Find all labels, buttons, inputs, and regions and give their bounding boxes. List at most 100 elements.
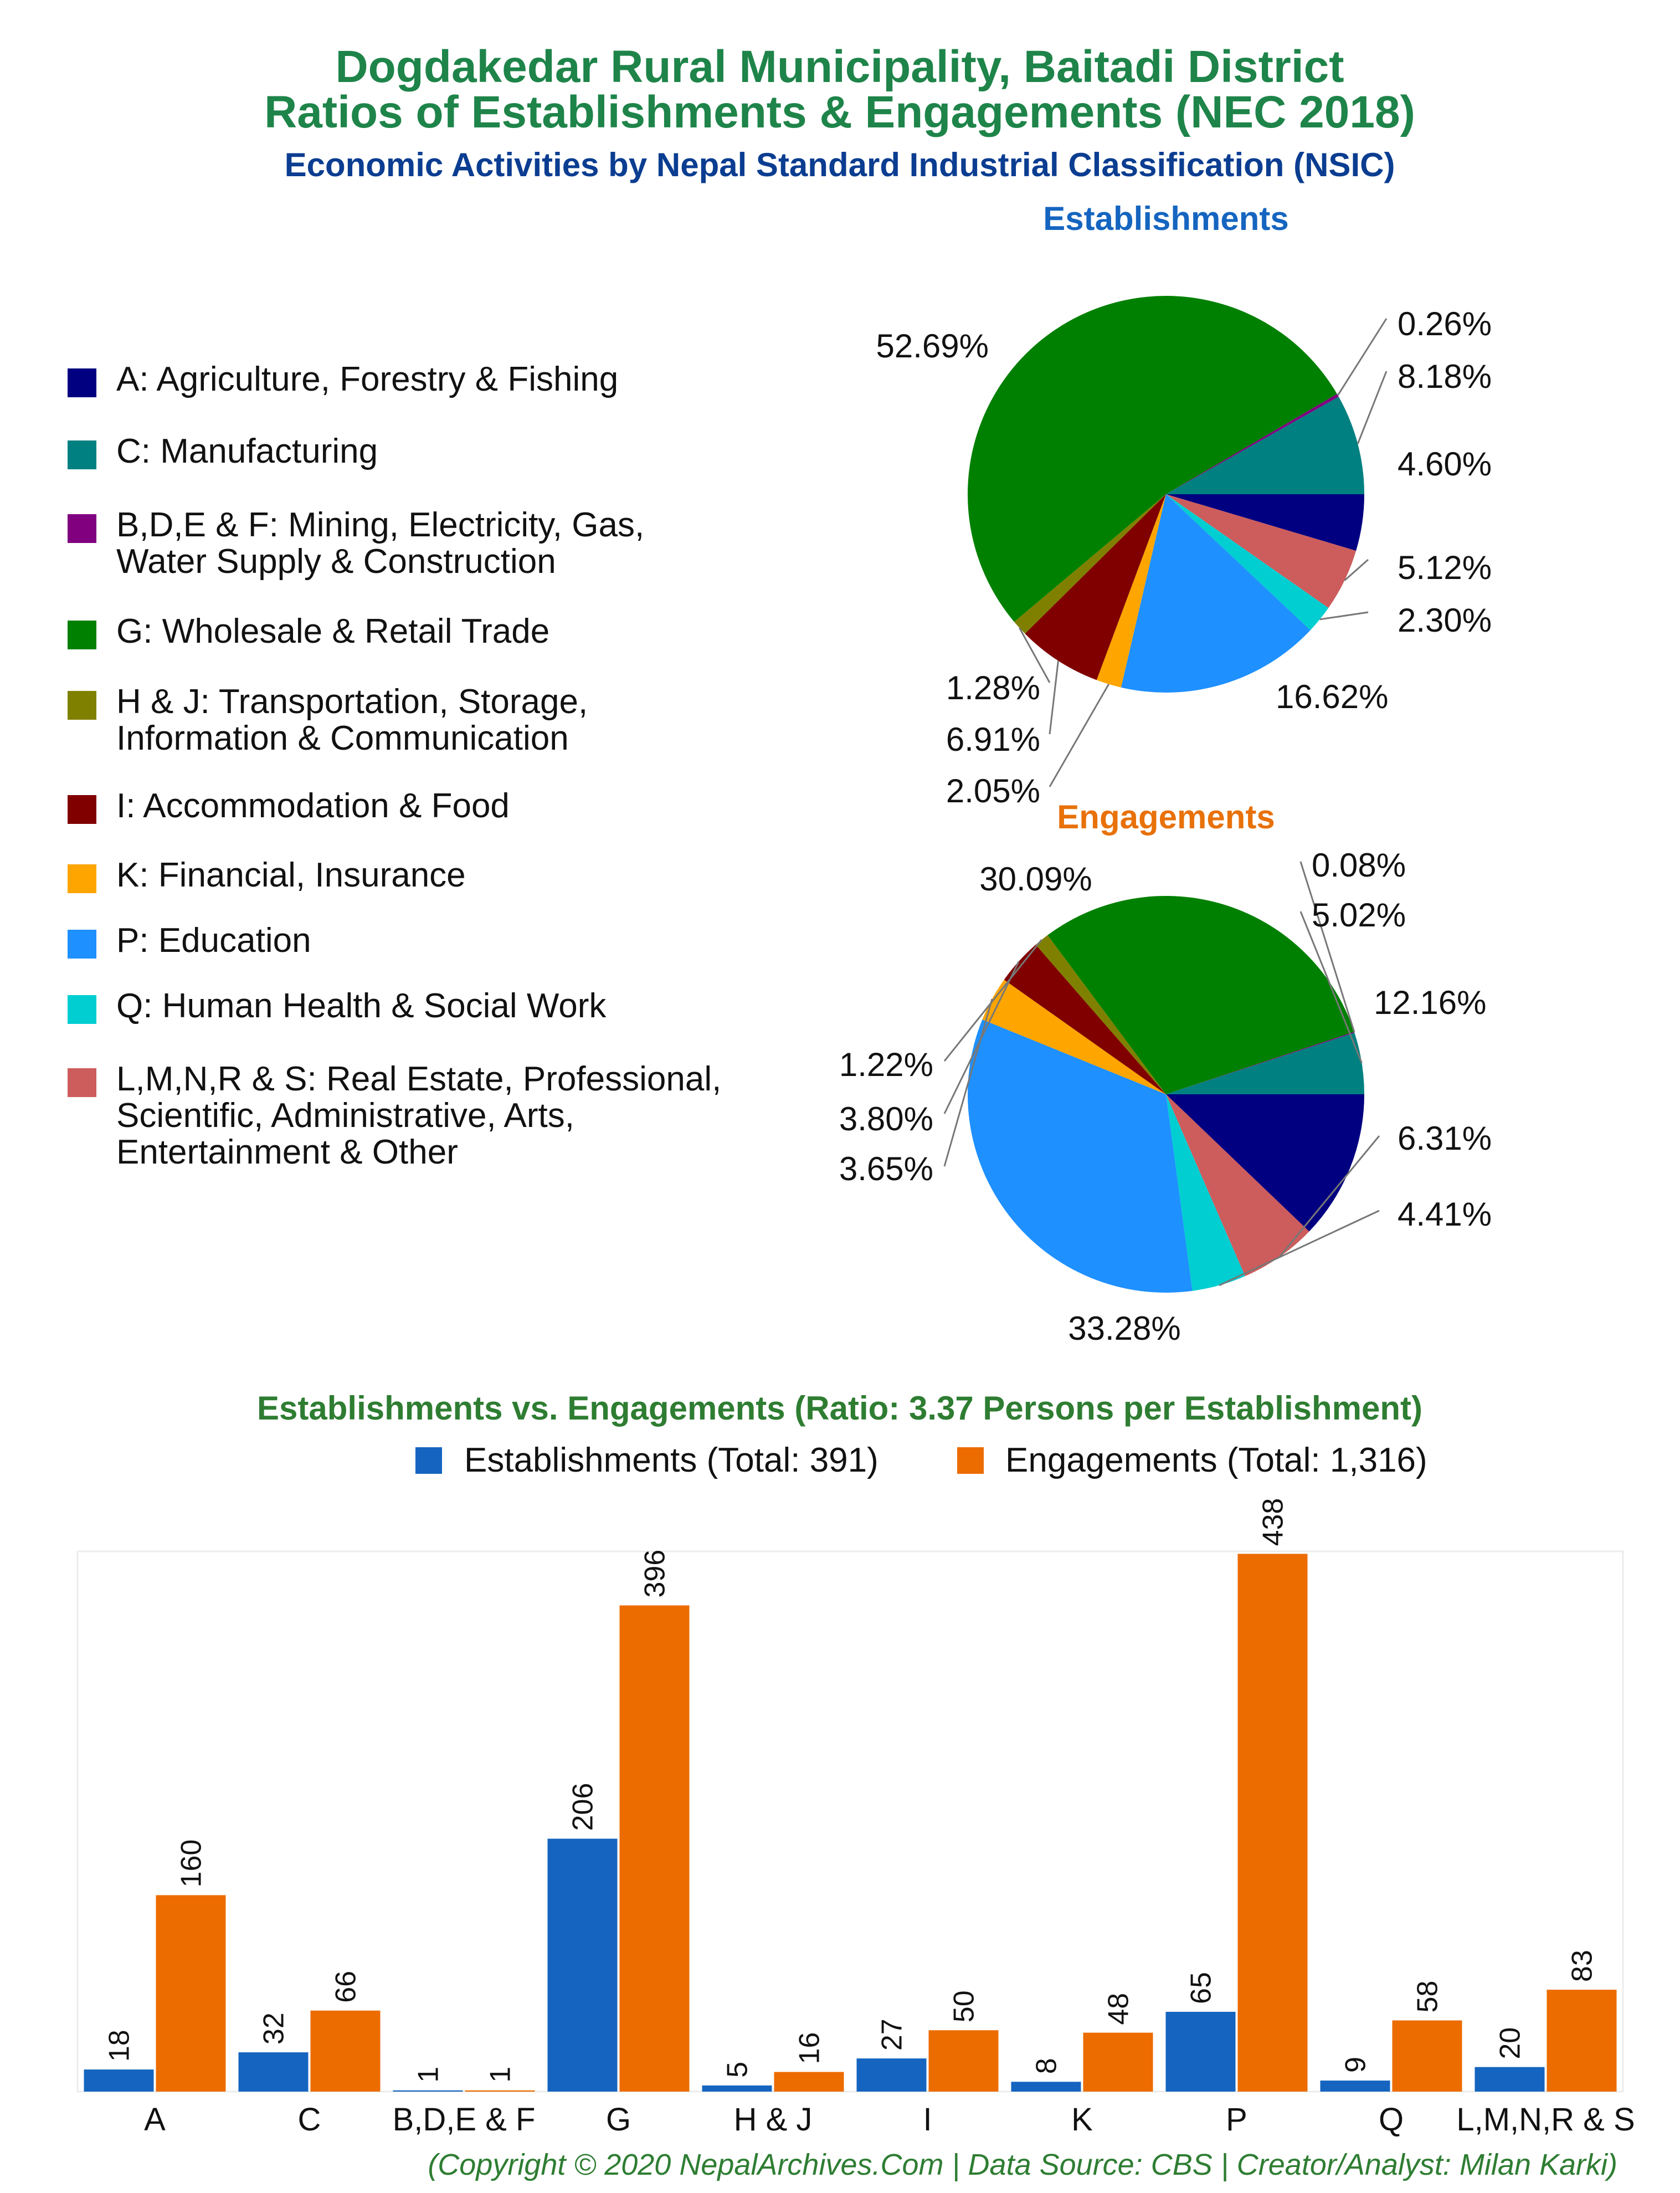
bar-value-label: 5 <box>722 2062 754 2078</box>
pie-slice <box>1166 494 1329 631</box>
legend-label: H & J: Transportation, Storage, Informati… <box>116 683 588 757</box>
legend-swatch <box>68 930 96 959</box>
pie-slice-label: 16.62% <box>1276 678 1389 715</box>
pie-leader-line <box>1049 684 1109 787</box>
legend-swatch <box>68 368 96 397</box>
x-tick-label: H & J <box>734 2102 813 2138</box>
bar-legend-swatch-engagements <box>957 1447 984 1474</box>
bar-value-label: 1 <box>485 2067 517 2083</box>
pie-leader-line <box>943 939 1042 1062</box>
pie-leader-line <box>1299 911 1363 1064</box>
bar-value-label: 66 <box>330 1971 362 2003</box>
x-tick-label: I <box>923 2102 932 2138</box>
bar-engagements <box>1237 1554 1308 2092</box>
bar-value-label: 48 <box>1103 1993 1135 2025</box>
legend-label: K: Financial, Insurance <box>116 856 466 894</box>
pie-slice-label: 5.02% <box>1312 896 1406 934</box>
x-tick-label: P <box>1226 2102 1247 2138</box>
pie-slice <box>1166 397 1364 494</box>
bar-establishments <box>856 2058 927 2092</box>
bar-value-label: 9 <box>1340 2057 1372 2073</box>
pie-establishments: 4.60% 5.12% 2.30% 16.62% 2.05% 6.91% 1.28% 52.6… <box>876 296 1492 809</box>
legend-swatch <box>68 440 96 469</box>
bar-engagements <box>465 2090 535 2092</box>
pie-slice <box>1166 494 1364 551</box>
pie-leader-line <box>1299 861 1355 1033</box>
bar-engagements <box>1392 2020 1462 2092</box>
bar-value-label: 8 <box>1031 2058 1063 2074</box>
pie-leader-line <box>1219 1210 1380 1287</box>
bar-legend-label-establishments: Establishments (Total: 391) <box>464 1441 878 1479</box>
x-tick-label: L,M,N,R & S <box>1456 2102 1635 2138</box>
pie-leader-line <box>1049 660 1059 735</box>
pie-slice <box>1014 494 1166 634</box>
bar-legend-swatch-establishments <box>415 1447 442 1474</box>
pie-slice <box>1096 494 1166 688</box>
chart-subtitle: Economic Activities by Nepal Standard In… <box>285 146 1395 183</box>
pie-slice <box>968 296 1337 622</box>
pie-slice-label: 8.18% <box>1398 358 1492 395</box>
pie-slice-label: 4.60% <box>1398 445 1492 483</box>
pie-slice <box>1047 895 1354 1094</box>
bar-value-label: 18 <box>104 2030 136 2062</box>
legend-swatch <box>68 1068 96 1097</box>
bar-value-label: 1 <box>413 2067 445 2083</box>
bar-value-label: 438 <box>1257 1498 1289 1546</box>
bar-engagements <box>928 2030 999 2092</box>
x-tick-label: K <box>1071 2102 1093 2138</box>
bar-value-label: 396 <box>639 1550 671 1598</box>
legend-label: G: Wholesale & Retail Trade <box>116 612 549 650</box>
x-tick-label: B,D,E & F <box>393 2102 536 2138</box>
pie-slice-label: 1.28% <box>946 669 1040 706</box>
legend-swatch <box>68 795 96 824</box>
pie-slice <box>1166 1032 1364 1094</box>
pie-slice <box>1166 1094 1364 1232</box>
legend-label: P: Education <box>116 921 311 960</box>
bar-legend: Establishments (Total: 391) Engagements … <box>415 1441 1427 1479</box>
pie-engagements: 12.16% 6.31% 4.41% 33.28% 3.65% 3.80% 1.22% 30.… <box>839 847 1492 1347</box>
pie-slice-label: 30.09% <box>979 860 1092 898</box>
pie-slice-label: 6.31% <box>1398 1120 1492 1157</box>
pie-slice-label: 2.30% <box>1398 602 1492 639</box>
pie-leader-line <box>1319 611 1369 621</box>
pie-establishments-title: Establishments <box>1043 200 1288 237</box>
bar-engagements <box>774 2072 844 2092</box>
bar-value-label: 32 <box>258 2012 290 2045</box>
pie-leader-line <box>943 961 1020 1114</box>
pie-slice-label: 0.26% <box>1398 305 1492 342</box>
legend-label: I: Accommodation & Food <box>116 787 510 825</box>
pie-slice-label: 2.05% <box>946 772 1040 809</box>
chart-title-line1: Dogdakedar Rural Municipality, Baitadi D… <box>335 42 1344 92</box>
pie-slice-label: 5.12% <box>1398 549 1492 586</box>
bar-value-label: 16 <box>794 2032 826 2064</box>
pie-slice <box>1166 494 1357 608</box>
pie-leader-line <box>1357 371 1388 444</box>
bar-chart-title: Establishments vs. Engagements (Ratio: 3… <box>257 1390 1422 1427</box>
pie-slice <box>982 980 1166 1094</box>
pie-slice-label: 3.80% <box>839 1100 933 1138</box>
x-tick-label: C <box>298 2102 321 2138</box>
pie-slice <box>1166 393 1339 494</box>
bar-value-label: 65 <box>1185 1972 1217 2004</box>
legend-swatch <box>68 864 96 893</box>
bar-value-label: 20 <box>1494 2027 1527 2059</box>
pie-slice-label: 4.41% <box>1398 1196 1492 1233</box>
bar-establishments <box>702 2085 772 2092</box>
bar-value-label: 206 <box>567 1783 599 1831</box>
bar-establishments <box>238 2052 309 2092</box>
bar-establishments <box>1165 2011 1236 2092</box>
bar-engagements <box>156 1895 226 2092</box>
pie-leader-line <box>1337 318 1388 396</box>
bar-value-label: 58 <box>1412 1981 1444 2013</box>
pie-slice-label: 6.91% <box>946 721 1040 758</box>
pie-slice <box>1004 945 1166 1094</box>
legend-label: L,M,N,R & S: Real Estate, Professional, S… <box>116 1060 721 1171</box>
legend-swatch <box>68 995 96 1024</box>
legend-swatch <box>68 514 96 543</box>
bar-engagements <box>310 2010 381 2092</box>
bar-value-label: 50 <box>948 1990 980 2022</box>
bar-establishments <box>1475 2067 1545 2092</box>
bar-value-label: 160 <box>176 1840 208 1888</box>
pie-slice-label: 0.08% <box>1312 847 1406 884</box>
